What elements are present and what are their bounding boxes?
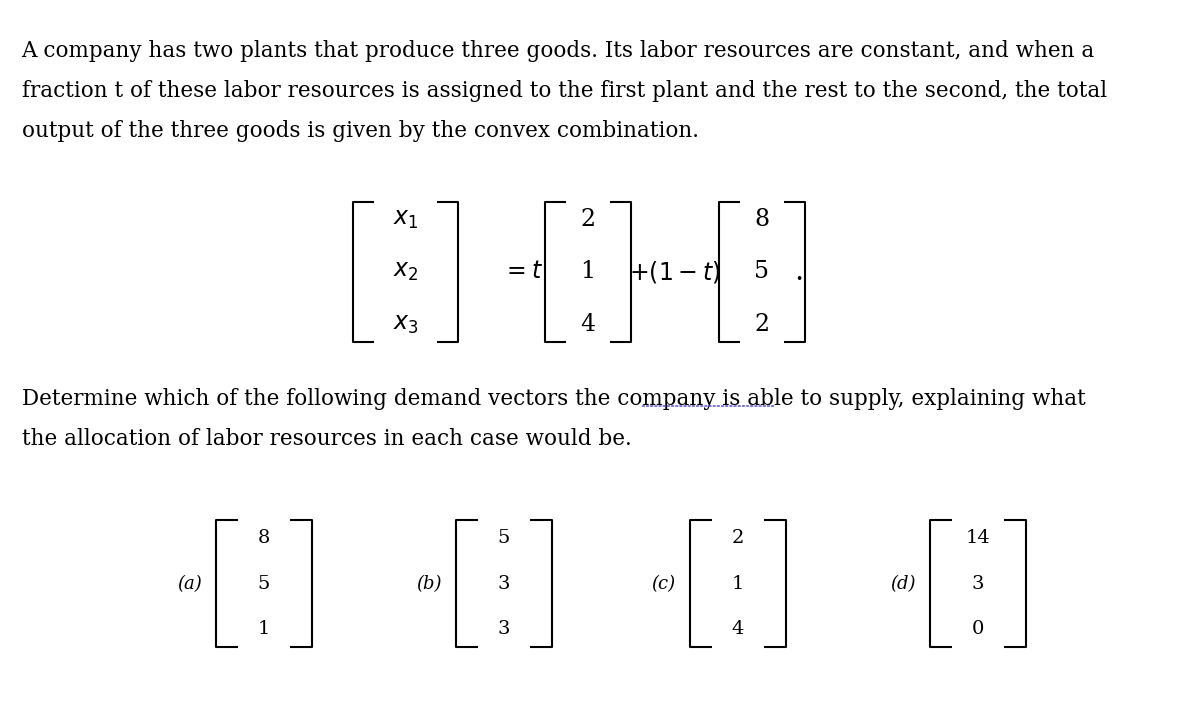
Text: $x_2$: $x_2$ [392, 260, 419, 283]
Text: 8: 8 [755, 208, 769, 231]
Text: 14: 14 [966, 529, 990, 547]
Text: (c): (c) [652, 575, 676, 592]
Text: 2: 2 [755, 312, 769, 336]
Text: (d): (d) [890, 575, 916, 592]
Text: (a): (a) [176, 575, 202, 592]
Text: $+(1-t)$: $+(1-t)$ [629, 259, 720, 285]
Text: 4: 4 [581, 312, 595, 336]
Text: 0: 0 [972, 621, 984, 638]
Text: .: . [794, 258, 804, 286]
Text: 3: 3 [498, 621, 510, 638]
Text: Determine which of the following demand vectors the company is able to supply, e: Determine which of the following demand … [22, 388, 1085, 410]
Text: A company has two plants that produce three goods. Its labor resources are const: A company has two plants that produce th… [22, 40, 1094, 62]
Text: fraction t of these labor resources is assigned to the first plant and the rest : fraction t of these labor resources is a… [22, 80, 1106, 102]
Text: 1: 1 [581, 260, 595, 283]
Text: 1: 1 [732, 575, 744, 592]
Text: 8: 8 [258, 529, 270, 547]
Text: 3: 3 [498, 575, 510, 592]
Text: 2: 2 [581, 208, 595, 231]
Text: 3: 3 [972, 575, 984, 592]
Text: 2: 2 [732, 529, 744, 547]
Text: 4: 4 [732, 621, 744, 638]
Text: $x_3$: $x_3$ [392, 312, 419, 336]
Text: (b): (b) [416, 575, 442, 592]
Text: 5: 5 [498, 529, 510, 547]
Text: $= t$: $= t$ [502, 260, 542, 283]
Text: 5: 5 [258, 575, 270, 592]
Text: output of the three goods is given by the convex combination.: output of the three goods is given by th… [22, 120, 698, 141]
Text: the allocation of labor resources in each case would be.: the allocation of labor resources in eac… [22, 428, 631, 450]
Text: 5: 5 [755, 260, 769, 283]
Text: $x_1$: $x_1$ [392, 208, 419, 231]
Text: 1: 1 [258, 621, 270, 638]
